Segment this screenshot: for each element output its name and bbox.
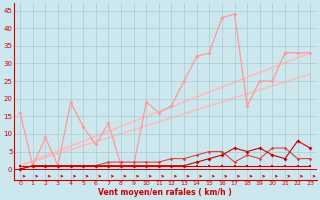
X-axis label: Vent moyen/en rafales ( km/h ): Vent moyen/en rafales ( km/h ) [98,188,232,197]
